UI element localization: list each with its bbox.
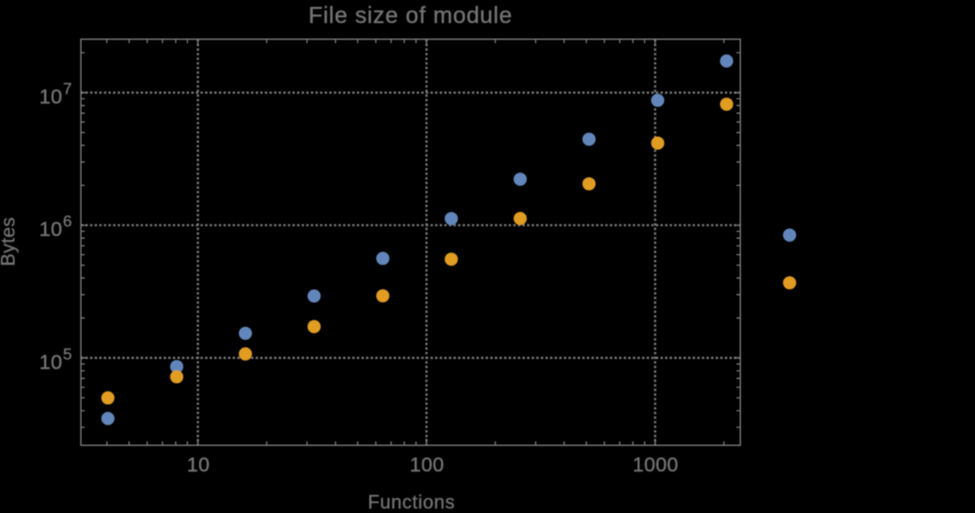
svg-text:Functions: Functions [368, 492, 455, 513]
svg-text:1000: 1000 [633, 454, 679, 476]
svg-text:6: 6 [63, 214, 72, 231]
svg-text:File size of module: File size of module [308, 2, 512, 28]
svg-text:5: 5 [63, 346, 72, 363]
svg-text:Bytes: Bytes [0, 217, 20, 266]
svg-text:100: 100 [410, 454, 444, 476]
svg-text:10: 10 [187, 454, 210, 476]
svg-text:10: 10 [39, 86, 62, 109]
svg-text:7: 7 [63, 81, 72, 98]
svg-text:10: 10 [39, 351, 62, 374]
svg-text:10: 10 [39, 218, 62, 241]
